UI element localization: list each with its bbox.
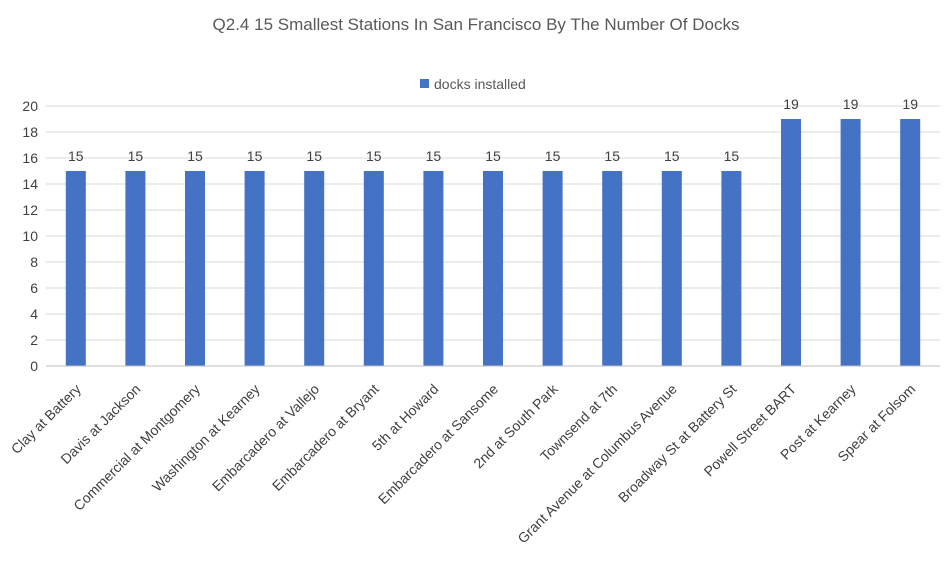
data-label: 15 xyxy=(68,148,84,164)
y-tick-label: 4 xyxy=(30,306,38,322)
bar xyxy=(304,171,325,366)
y-tick-label: 6 xyxy=(30,280,38,296)
bar xyxy=(781,119,801,366)
bar xyxy=(483,171,503,366)
y-tick-label: 16 xyxy=(22,150,38,166)
data-label: 19 xyxy=(902,96,918,112)
y-tick-label: 14 xyxy=(22,176,38,192)
bar xyxy=(363,171,384,366)
bar xyxy=(244,171,265,366)
bar xyxy=(840,119,861,366)
x-category-label: Embarcadero at Sansome xyxy=(375,381,501,507)
data-label: 19 xyxy=(843,96,859,112)
bar xyxy=(185,171,205,366)
data-label: 15 xyxy=(366,148,382,164)
y-axis-ticks: 0 2 4 6 8 10 12 14 16 18 20 xyxy=(22,98,38,374)
legend: docks installed xyxy=(420,76,526,92)
data-label: 15 xyxy=(485,148,501,164)
legend-label: docks installed xyxy=(434,76,526,92)
bar xyxy=(602,171,623,366)
y-tick-label: 10 xyxy=(22,228,38,244)
data-label: 15 xyxy=(664,148,680,164)
data-labels: 15 15 15 15 15 15 15 15 15 15 15 15 19 19 19 xyxy=(68,96,918,164)
data-label: 19 xyxy=(783,96,799,112)
bar xyxy=(423,171,444,366)
bar xyxy=(661,171,682,366)
x-category-label: Washington at Kearney xyxy=(149,381,263,495)
data-label: 15 xyxy=(545,148,561,164)
y-tick-label: 18 xyxy=(22,124,38,140)
y-tick-label: 20 xyxy=(22,98,38,114)
y-tick-label: 2 xyxy=(30,332,38,348)
x-category-label: Embarcadero at Vallejo xyxy=(209,381,323,495)
data-label: 15 xyxy=(724,148,740,164)
data-label: 15 xyxy=(187,148,203,164)
data-label: 15 xyxy=(426,148,442,164)
legend-swatch xyxy=(420,79,429,88)
x-category-label: Embarcadero at Bryant xyxy=(269,381,382,494)
bars xyxy=(65,119,921,366)
x-category-label: Broadway St at Battery St xyxy=(615,381,740,506)
bar xyxy=(542,171,563,366)
y-tick-label: 0 xyxy=(30,358,38,374)
data-label: 15 xyxy=(604,148,620,164)
y-tick-label: 8 xyxy=(30,254,38,270)
bar xyxy=(900,119,921,366)
y-tick-label: 12 xyxy=(22,202,38,218)
data-label: 15 xyxy=(247,148,263,164)
x-category-label: Commercial at Montgomery xyxy=(70,381,203,514)
bar xyxy=(721,171,742,366)
data-label: 15 xyxy=(306,148,322,164)
data-label: 15 xyxy=(128,148,144,164)
bar xyxy=(125,171,146,366)
chart-title: Q2.4 15 Smallest Stations In San Francis… xyxy=(213,15,740,34)
bar xyxy=(65,171,86,366)
